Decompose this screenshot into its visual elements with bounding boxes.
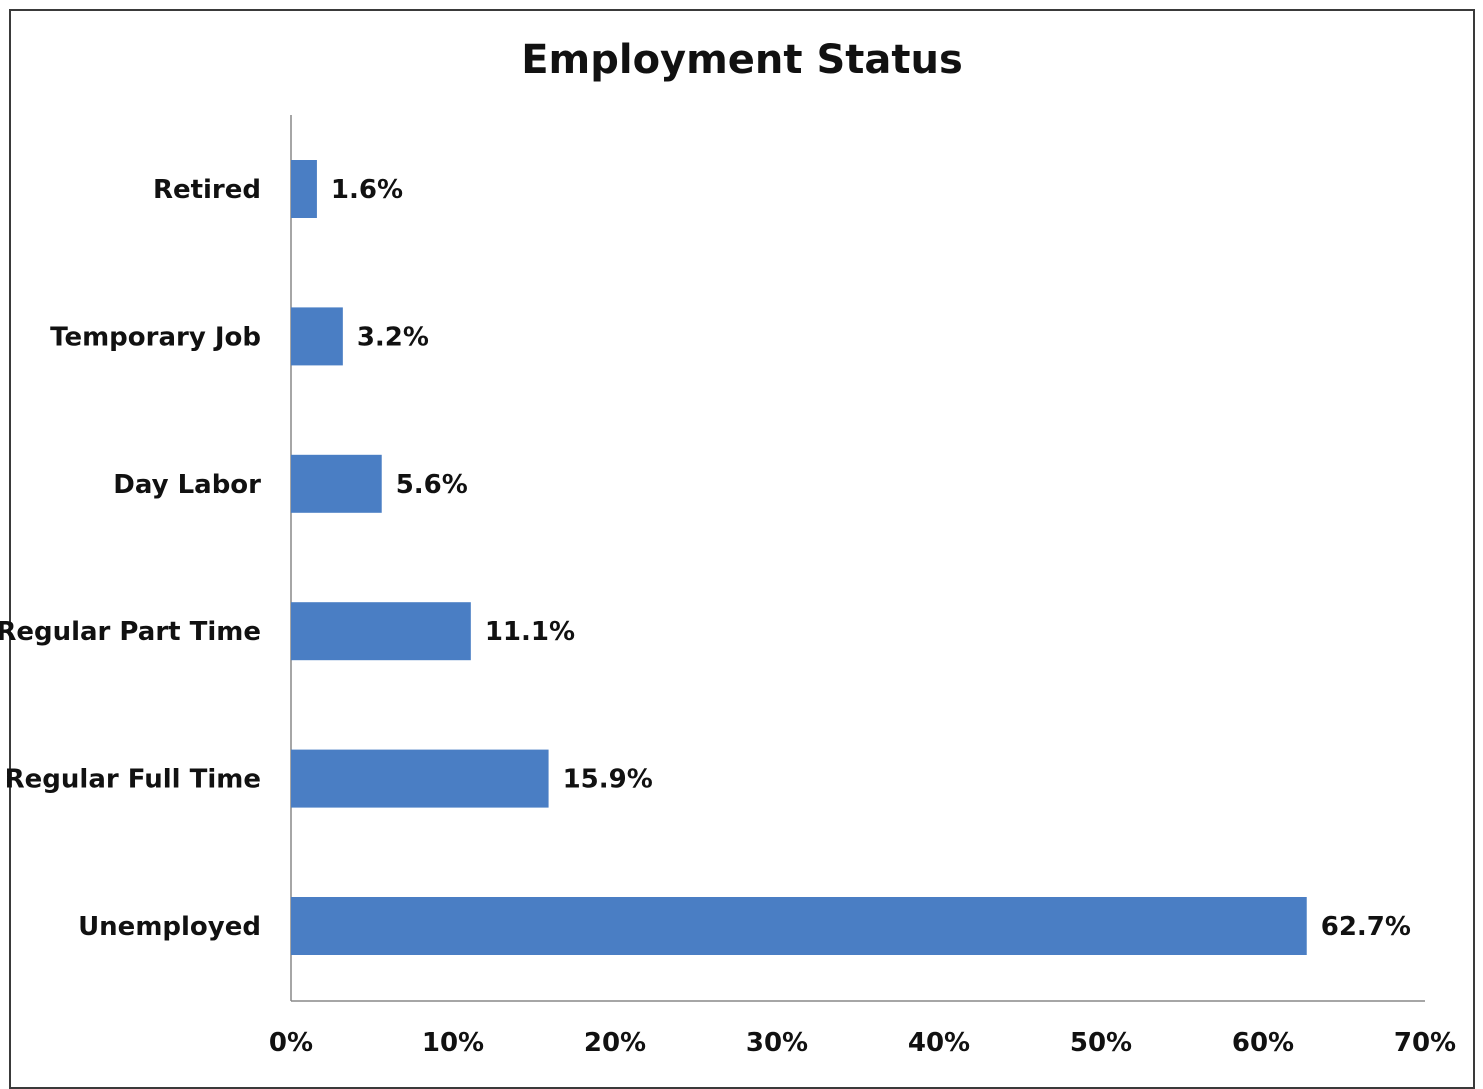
bar-retired: [291, 160, 317, 218]
category-label-regular-full-time: Regular Full Time: [5, 765, 261, 795]
category-label-unemployed: Unemployed: [78, 912, 261, 942]
bar-regular-part-time: [291, 602, 471, 661]
bar-unemployed: [291, 897, 1307, 955]
data-label-regular-full-time: 15.9%: [563, 765, 653, 795]
bar-regular-full-time: [291, 749, 549, 808]
category-label-regular-part-time: Regular Part Time: [0, 617, 261, 647]
x-tick-label-50pct: 50%: [1070, 1028, 1132, 1058]
x-tick-label-40pct: 40%: [908, 1028, 970, 1058]
x-tick-labels-group: 0% 10% 20% 30% 40% 50% 60% 70%: [269, 1028, 1456, 1058]
bar-temporary-job: [291, 307, 343, 366]
data-label-regular-part-time: 11.1%: [485, 617, 575, 647]
x-tick-label-10pct: 10%: [422, 1028, 484, 1058]
x-tick-label-60pct: 60%: [1232, 1028, 1294, 1058]
category-label-day-labor: Day Labor: [113, 470, 261, 500]
data-label-temporary-job: 3.2%: [357, 322, 429, 352]
bar-day-labor: [291, 454, 382, 513]
x-tick-label-70pct: 70%: [1394, 1028, 1456, 1058]
chart-title: Employment Status: [521, 37, 963, 83]
x-tick-label-0pct: 0%: [269, 1028, 313, 1058]
category-label-temporary-job: Temporary Job: [50, 322, 261, 352]
category-labels-group: Retired Temporary Job Day Labor Regular Par…: [0, 175, 261, 942]
x-tick-label-20pct: 20%: [584, 1028, 646, 1058]
data-labels-group: 1.6% 3.2% 5.6% 11.1% 15.9% 62.7%: [331, 175, 1411, 942]
data-label-retired: 1.6%: [331, 175, 403, 205]
data-label-unemployed: 62.7%: [1321, 912, 1411, 942]
data-label-day-labor: 5.6%: [396, 470, 468, 500]
x-tick-label-30pct: 30%: [746, 1028, 808, 1058]
category-label-retired: Retired: [153, 175, 261, 205]
bars-group: [291, 160, 1307, 955]
